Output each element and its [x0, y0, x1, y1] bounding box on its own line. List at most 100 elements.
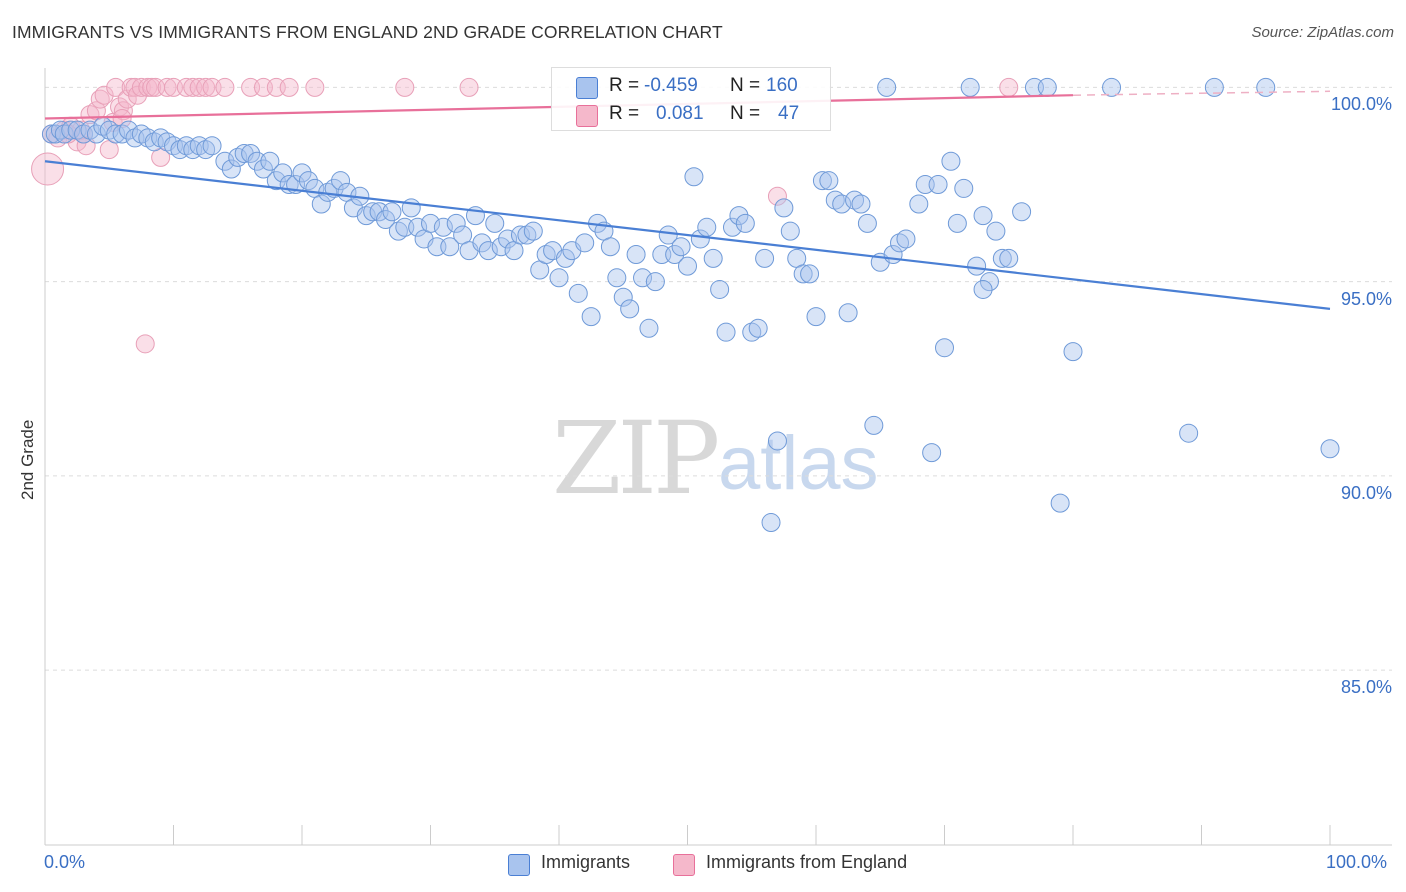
point-england [131, 77, 151, 97]
point-immigrants [485, 213, 505, 233]
point-england [106, 77, 126, 97]
point-immigrants [716, 322, 736, 342]
point-immigrants [678, 256, 697, 276]
point-immigrants [440, 237, 460, 257]
series-immigrants-points [41, 77, 1340, 533]
point-immigrants [960, 77, 980, 97]
r-label: R = [609, 103, 640, 124]
point-immigrants [433, 217, 453, 237]
point-immigrants [510, 225, 530, 245]
point-england [196, 77, 216, 97]
point-immigrants [703, 248, 723, 268]
point-immigrants [260, 151, 280, 171]
point-immigrants [665, 244, 685, 264]
point-immigrants [555, 248, 575, 268]
point-immigrants [549, 268, 569, 288]
point-immigrants [967, 256, 987, 276]
point-england [113, 101, 133, 121]
point-england [157, 77, 177, 97]
point-immigrants [292, 163, 312, 183]
point-england [94, 85, 114, 105]
n-label: N = [730, 103, 761, 124]
point-immigrants [992, 248, 1012, 268]
point-england [117, 89, 137, 109]
point-immigrants [819, 171, 839, 191]
point-immigrants [626, 244, 646, 264]
point-immigrants [1102, 77, 1122, 97]
point-immigrants [253, 159, 273, 179]
legend-swatch-blue [508, 854, 530, 876]
point-immigrants [568, 283, 588, 303]
point-immigrants [780, 221, 800, 241]
point-immigrants [119, 120, 139, 140]
point-immigrants [311, 194, 331, 214]
point-england [459, 77, 479, 97]
point-immigrants [472, 233, 492, 253]
n-label: N = [730, 75, 761, 96]
point-immigrants [864, 415, 884, 435]
trend-line-immigrants [44, 160, 1331, 310]
y-tick-label: 100.0% [1330, 94, 1392, 115]
point-immigrants [298, 171, 318, 191]
point-immigrants [838, 303, 858, 323]
point-immigrants [761, 513, 781, 533]
source-label: Source: ZipAtlas.com [1251, 24, 1394, 41]
point-immigrants [979, 272, 999, 292]
x-tick-label-min: 0.0% [44, 852, 86, 872]
point-immigrants [1179, 423, 1199, 443]
point-immigrants [376, 210, 396, 230]
point-immigrants [748, 318, 768, 338]
point-immigrants [221, 159, 241, 179]
watermark-atlas: atlas [718, 421, 879, 506]
stats-legend: R = -0.459 N = 160 R = 0.081 N = 47 [551, 67, 831, 131]
point-immigrants [498, 229, 518, 249]
point-england [999, 77, 1019, 97]
r-value: -0.459 [644, 75, 698, 96]
point-immigrants [690, 229, 710, 249]
point-immigrants [620, 299, 640, 319]
point-immigrants [806, 307, 826, 327]
legend-swatch-blue [576, 77, 598, 99]
y-tick-label: 90.0% [1340, 482, 1392, 503]
point-immigrants [812, 171, 832, 191]
point-immigrants [331, 171, 351, 191]
point-england [135, 334, 155, 354]
point-immigrants [922, 443, 942, 463]
point-immigrants [421, 213, 440, 233]
legend-label: Immigrants [541, 852, 631, 872]
point-immigrants [710, 279, 730, 299]
y-tick-label: 95.0% [1340, 288, 1392, 309]
point-immigrants [999, 248, 1019, 268]
series-england-points [31, 77, 1019, 354]
chart-title: IMMIGRANTS VS IMMIGRANTS FROM ENGLAND 2N… [12, 22, 723, 42]
point-immigrants [767, 431, 787, 451]
point-immigrants [774, 198, 794, 218]
point-immigrants [1320, 439, 1340, 459]
point-immigrants [697, 217, 717, 237]
point-immigrants [684, 167, 704, 187]
point-england [395, 77, 415, 97]
point-immigrants [658, 225, 678, 245]
legend-swatch-pink [673, 854, 695, 876]
point-immigrants [491, 237, 511, 257]
point-immigrants [671, 237, 691, 257]
point-immigrants [1063, 342, 1083, 362]
trend-line-england-extension [1072, 90, 1331, 96]
point-immigrants [973, 206, 993, 226]
point-immigrants [1012, 202, 1032, 222]
stats-row-england: R = 0.081 N = 47 [552, 102, 830, 130]
point-immigrants [954, 178, 974, 198]
point-immigrants [755, 248, 775, 268]
point-immigrants [50, 120, 70, 140]
y-tick-label: 85.0% [1340, 677, 1392, 698]
point-immigrants [722, 217, 742, 237]
point-immigrants [581, 307, 601, 327]
point-immigrants [575, 233, 595, 253]
n-value: 47 [778, 103, 800, 124]
y-axis-label: 2nd Grade [18, 419, 37, 500]
point-immigrants [273, 163, 293, 183]
point-immigrants [973, 279, 993, 299]
point-immigrants [941, 151, 961, 171]
point-england [279, 77, 299, 97]
point-immigrants [202, 136, 222, 156]
